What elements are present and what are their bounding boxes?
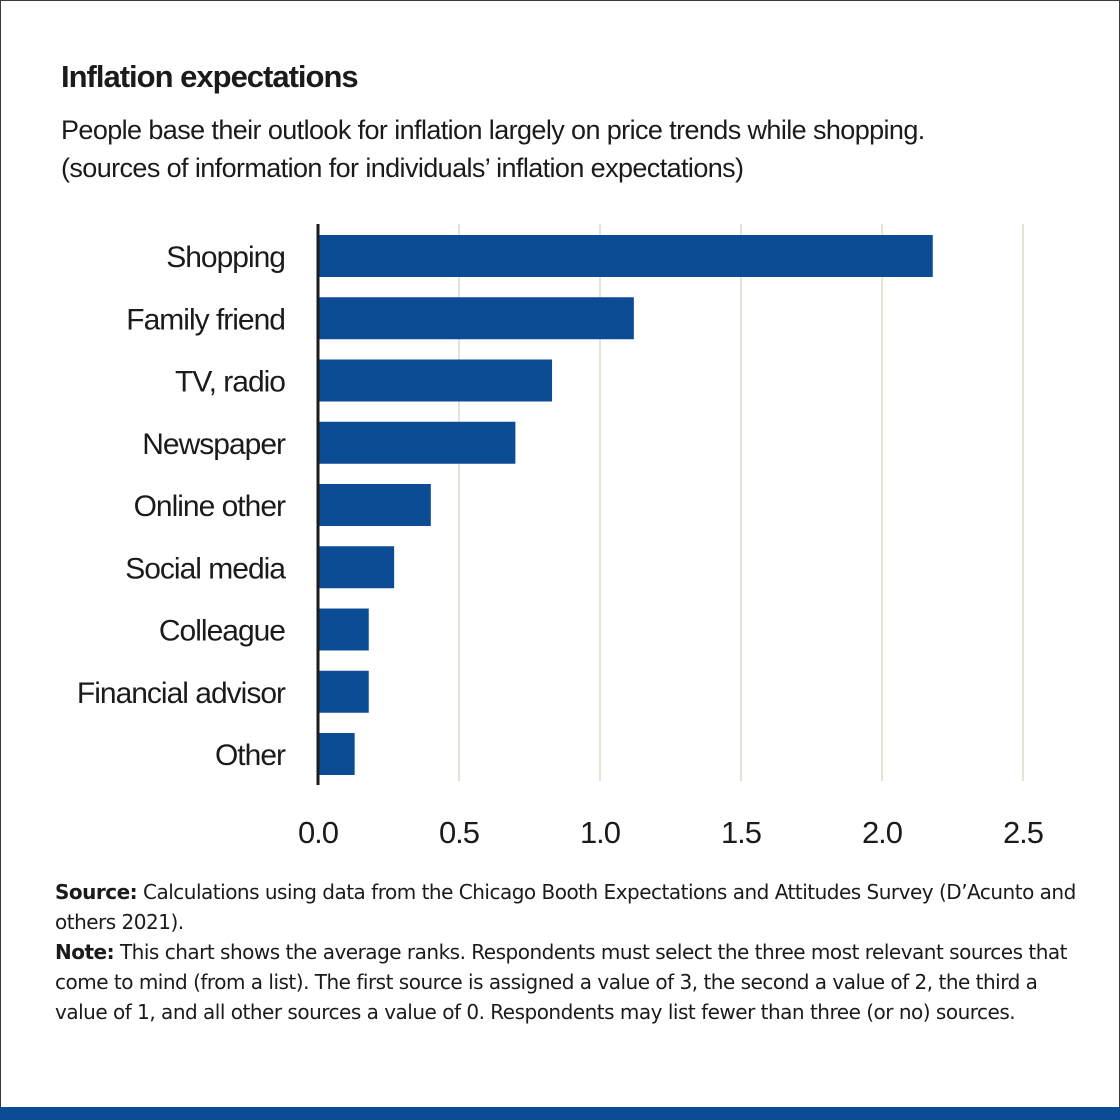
- bar-0: [318, 235, 933, 277]
- note-label: Note:: [55, 940, 115, 964]
- bar-5: [318, 546, 395, 589]
- chart-title: Inflation expectations: [61, 59, 359, 94]
- source-text: Calculations using data from the Chicago…: [55, 880, 1076, 934]
- category-label-5: Social media: [125, 552, 286, 585]
- chart-subtitle: People base their outlook for inflation …: [61, 111, 1101, 187]
- subtitle-line-1: People base their outlook for inflation …: [61, 115, 925, 145]
- bar-6: [318, 608, 369, 651]
- note-text: This chart shows the average ranks. Resp…: [55, 940, 1068, 1024]
- x-tick-label-3: 1.5: [721, 815, 761, 850]
- source-label: Source:: [55, 880, 138, 904]
- bottom-accent-bar: [0, 1107, 1120, 1120]
- x-tick-label-1: 0.5: [439, 815, 479, 850]
- bar-7: [318, 670, 369, 713]
- category-label-6: Colleague: [159, 615, 285, 648]
- category-label-4: Online other: [134, 490, 286, 523]
- bar-8: [318, 733, 355, 775]
- bar-4: [318, 484, 431, 526]
- bar-1: [318, 297, 634, 340]
- category-label-2: TV, radio: [175, 366, 285, 399]
- category-label-8: Other: [215, 739, 286, 772]
- note-note: Note: This chart shows the average ranks…: [55, 937, 1095, 1027]
- category-label-3: Newspaper: [142, 428, 286, 461]
- x-tick-label-2: 1.0: [580, 815, 621, 850]
- source-note: Source: Calculations using data from the…: [55, 877, 1095, 937]
- x-tick-label-0: 0.0: [298, 815, 339, 850]
- bar-2: [318, 359, 553, 402]
- footnotes: Source: Calculations using data from the…: [55, 877, 1095, 1027]
- bar-chart: Shopping Family friend TV, radio Newspaper O…: [77, 224, 1044, 850]
- bar-3: [318, 421, 516, 464]
- x-tick-label-4: 2.0: [862, 815, 903, 850]
- category-label-7: Financial advisor: [77, 677, 286, 710]
- subtitle-line-2: (sources of information for individuals’…: [61, 153, 744, 183]
- category-label-1: Family friend: [126, 303, 285, 336]
- category-label-0: Shopping: [166, 241, 285, 274]
- x-tick-label-5: 2.5: [1003, 815, 1043, 850]
